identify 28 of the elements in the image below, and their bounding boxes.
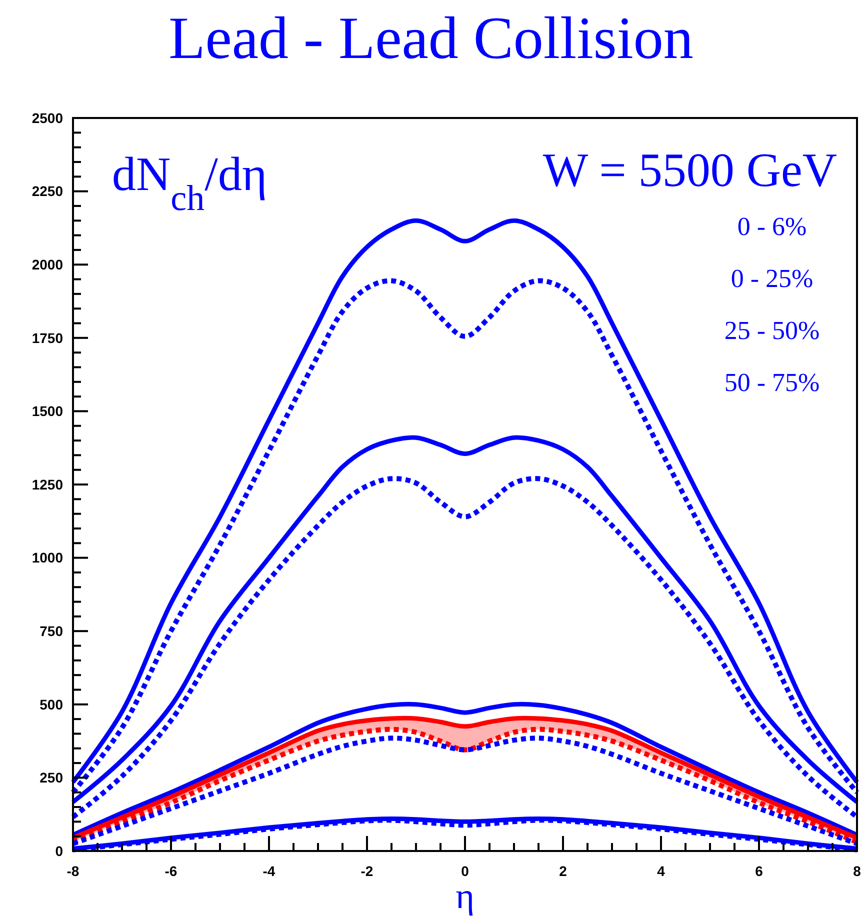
y-tick-label: 2000 xyxy=(32,256,64,272)
chart-title: Lead - Lead Collision xyxy=(168,5,694,71)
y-tick-label: 1500 xyxy=(32,403,64,420)
x-tick-label: 2 xyxy=(559,863,568,879)
x-tick-label: -2 xyxy=(360,863,374,879)
y-axis-title: dN$_{ch}$/dη xyxy=(112,148,268,218)
annotation: 50 - 75% xyxy=(724,368,820,397)
y-tick-label: 2250 xyxy=(32,183,64,200)
annotation: 0 - 25% xyxy=(730,264,814,293)
y-tick-label: 500 xyxy=(40,696,64,712)
x-tick-label: 8 xyxy=(853,863,862,879)
y-tick-label: 0 xyxy=(55,842,64,859)
y-tick-label: 2500 xyxy=(32,110,64,126)
annotation: 25 - 50% xyxy=(724,316,820,345)
annotation: 0 - 6% xyxy=(737,212,807,241)
x-tick-label: 4 xyxy=(657,863,666,879)
y-tick-label: 1750 xyxy=(32,330,64,346)
x-tick-label: -8 xyxy=(66,863,80,879)
y-tick-label: 250 xyxy=(40,770,64,786)
y-tick-label: 1000 xyxy=(32,550,64,566)
x-tick-label: -6 xyxy=(164,863,178,879)
x-tick-label: 0 xyxy=(461,863,470,879)
x-axis-title: η xyxy=(456,876,474,916)
annotation: W = 5500 GeV xyxy=(542,144,838,197)
y-tick-label: 1250 xyxy=(32,476,64,492)
x-tick-label: 6 xyxy=(755,863,764,879)
x-tick-label: -4 xyxy=(262,863,276,879)
y-tick-label: 750 xyxy=(40,623,64,639)
